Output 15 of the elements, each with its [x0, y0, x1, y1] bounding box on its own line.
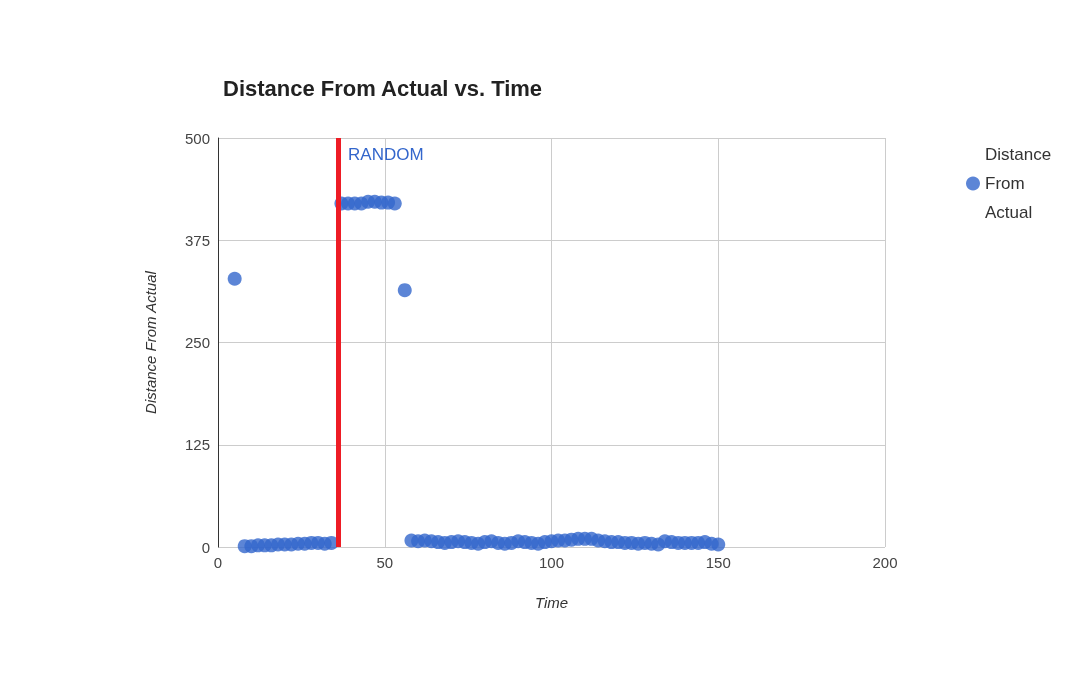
legend-label: Distance From Actual: [985, 145, 1052, 222]
y-tick-label: 250: [184, 334, 210, 351]
y-tick-label: 375: [184, 231, 210, 249]
y-tick-label: 0: [201, 538, 210, 556]
x-tick-label: 200: [872, 554, 898, 571]
x-tick-label: 150: [705, 554, 731, 571]
x-tick-label: 0: [213, 554, 223, 571]
y-tick-label: 125: [184, 436, 210, 454]
x-axis-title: Time: [534, 594, 569, 611]
ref-line-label: RANDOM: [348, 145, 424, 164]
chart-title: Distance From Actual vs. Time: [223, 75, 543, 101]
x-tick-label: 50: [376, 554, 394, 571]
y-axis-title: Distance From Actual: [142, 270, 159, 414]
y-tick-label: 500: [184, 129, 210, 147]
x-tick-label: 100: [538, 554, 565, 571]
